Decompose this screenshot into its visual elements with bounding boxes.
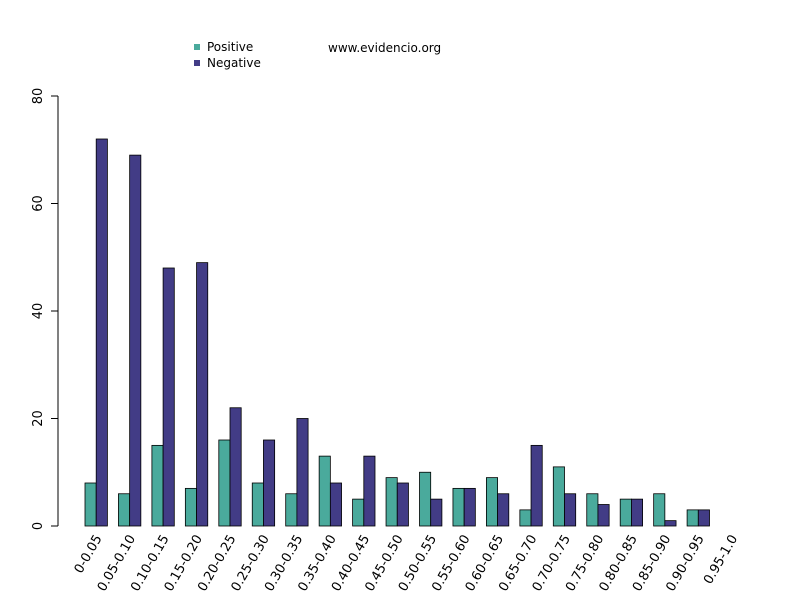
- bar-negative-0.40-0.45: [363, 455, 376, 527]
- y-axis: 0 20 40 60 80: [31, 88, 59, 530]
- bar-negative-0.45-0.50: [396, 482, 409, 527]
- y-tick-label: 0: [31, 522, 46, 530]
- bars: [84, 138, 710, 527]
- bar-negative-0.55-0.60: [463, 487, 476, 527]
- bar-positive-0-0.05: [84, 482, 97, 527]
- y-tick-label: 60: [31, 195, 46, 212]
- bar-negative-0.75-0.80: [597, 504, 610, 527]
- chart-annotation: www.evidencio.org: [328, 41, 441, 55]
- bar-positive-0.25-0.30: [251, 482, 264, 527]
- bar-negative-0.60-0.65: [497, 493, 510, 527]
- bar-negative-0.85-0.90: [664, 520, 677, 527]
- bar-positive-0.10-0.15: [151, 444, 164, 527]
- bar-positive-0.60-0.65: [485, 477, 498, 527]
- bar-negative-0.90-0.95: [697, 509, 710, 527]
- bar-positive-0.85-0.90: [653, 493, 666, 527]
- bar-positive-0.80-0.85: [619, 498, 632, 527]
- bar-positive-0.90-0.95: [686, 509, 699, 527]
- bar-positive-0.70-0.75: [552, 466, 565, 527]
- y-tick-label: 20: [31, 410, 46, 427]
- bar-negative-0.05-0.10: [129, 154, 142, 527]
- bar-negative-0.50-0.55: [430, 498, 443, 527]
- bar-negative-0.25-0.30: [263, 439, 276, 527]
- legend-label-negative: Negative: [207, 56, 261, 70]
- legend-swatch-positive: [194, 44, 200, 50]
- x-tick-label: 0-0.05: [72, 533, 106, 577]
- bar-negative-0.30-0.35: [296, 418, 309, 527]
- bar-negative-0-0.05: [95, 138, 108, 527]
- bar-negative-0.15-0.20: [196, 262, 209, 527]
- bar-positive-0.20-0.25: [218, 439, 231, 527]
- bar-negative-0.20-0.25: [229, 407, 242, 527]
- bar-negative-0.65-0.70: [530, 444, 543, 527]
- y-tick-label: 40: [31, 303, 46, 320]
- legend-swatch-negative: [194, 60, 200, 66]
- bar-positive-0.75-0.80: [586, 493, 599, 527]
- legend-label-positive: Positive: [207, 40, 253, 54]
- bar-positive-0.40-0.45: [352, 498, 365, 527]
- bar-positive-0.15-0.20: [184, 487, 197, 527]
- bar-negative-0.35-0.40: [329, 482, 342, 527]
- bar-positive-0.35-0.40: [318, 455, 331, 527]
- bar-positive-0.45-0.50: [385, 477, 398, 527]
- bar-positive-0.55-0.60: [452, 487, 465, 527]
- legend: Positive Negative: [194, 40, 261, 70]
- bar-positive-0.65-0.70: [519, 509, 532, 527]
- bar-negative-0.80-0.85: [631, 498, 644, 527]
- bar-negative-0.70-0.75: [564, 493, 577, 527]
- bar-positive-0.05-0.10: [118, 493, 131, 527]
- y-tick-label: 80: [31, 88, 46, 105]
- bar-negative-0.10-0.15: [162, 267, 175, 527]
- bar-positive-0.30-0.35: [285, 493, 298, 527]
- bar-positive-0.50-0.55: [419, 471, 432, 527]
- x-axis-labels: 0-0.050.05-0.100.10-0.150.15-0.200.20-0.…: [72, 533, 742, 595]
